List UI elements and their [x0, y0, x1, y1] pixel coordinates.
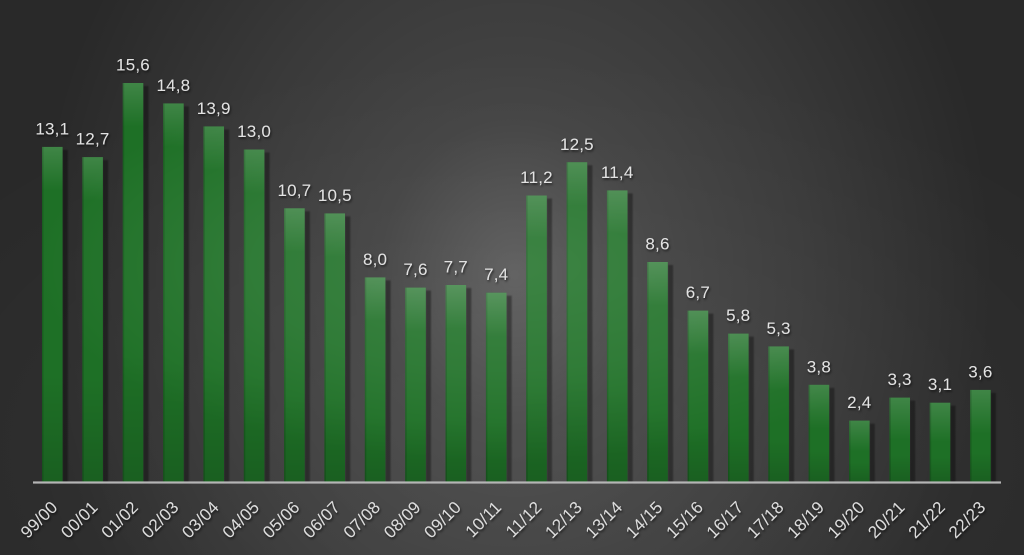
svg-text:12,7: 12,7 — [76, 130, 110, 149]
svg-text:3,8: 3,8 — [807, 357, 831, 376]
svg-text:11,4: 11,4 — [601, 163, 634, 182]
svg-text:8,6: 8,6 — [645, 235, 669, 254]
svg-text:7,6: 7,6 — [403, 260, 427, 279]
svg-text:15,6: 15,6 — [116, 56, 150, 75]
svg-text:8,0: 8,0 — [363, 250, 387, 269]
svg-text:13,1: 13,1 — [35, 119, 69, 138]
svg-text:3,1: 3,1 — [928, 375, 952, 394]
svg-text:3,6: 3,6 — [968, 362, 992, 381]
svg-text:3,3: 3,3 — [887, 370, 911, 389]
svg-text:10,5: 10,5 — [318, 186, 352, 205]
svg-text:5,8: 5,8 — [726, 306, 750, 325]
svg-text:7,4: 7,4 — [484, 265, 508, 284]
svg-text:2,4: 2,4 — [847, 393, 871, 412]
svg-text:13,0: 13,0 — [237, 122, 271, 141]
svg-text:11,2: 11,2 — [520, 168, 553, 187]
svg-text:7,7: 7,7 — [444, 258, 468, 277]
svg-text:14,8: 14,8 — [156, 76, 190, 95]
svg-text:12,5: 12,5 — [560, 135, 594, 154]
svg-text:5,3: 5,3 — [766, 319, 790, 338]
svg-text:10,7: 10,7 — [277, 181, 311, 200]
svg-text:13,9: 13,9 — [197, 99, 231, 118]
svg-text:6,7: 6,7 — [686, 283, 710, 302]
